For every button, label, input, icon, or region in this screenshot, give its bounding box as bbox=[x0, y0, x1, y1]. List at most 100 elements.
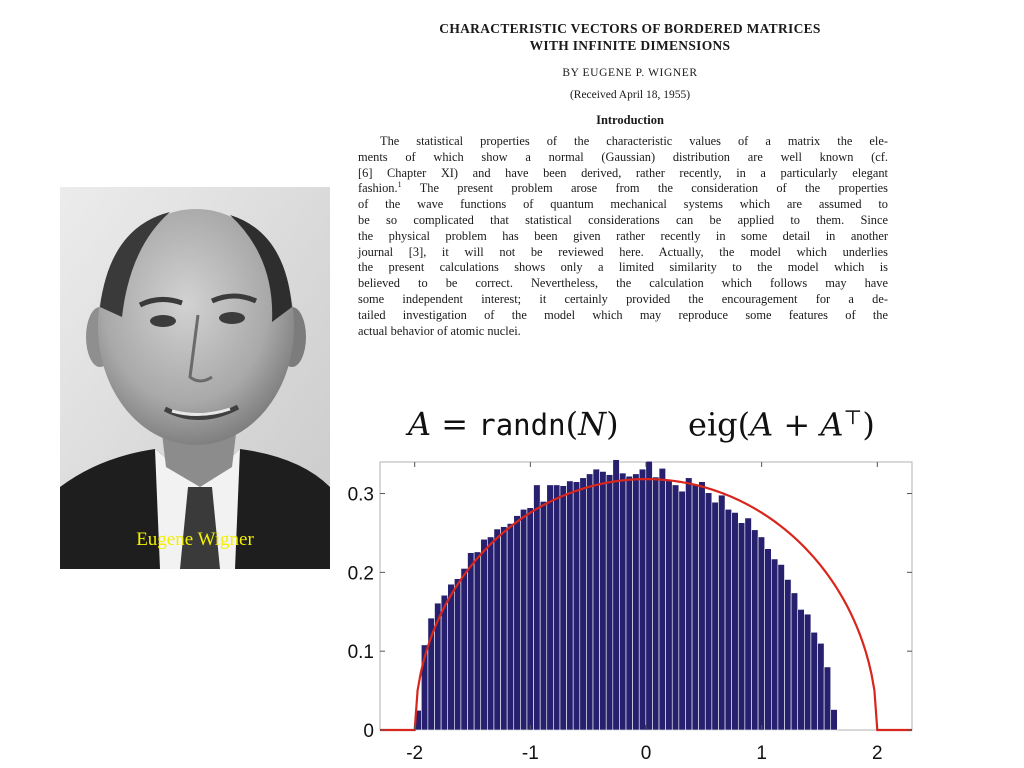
formula-symbol: A bbox=[408, 405, 432, 443]
x-tick-label: 2 bbox=[872, 743, 883, 764]
paper-title-line2: WITH INFINITE DIMENSIONS bbox=[529, 38, 731, 53]
formula-operator: = bbox=[431, 405, 479, 443]
histogram-bars bbox=[414, 459, 838, 731]
formula-symbol: N bbox=[578, 405, 607, 443]
histogram-bar bbox=[658, 468, 666, 731]
histogram-bar bbox=[480, 538, 488, 731]
semicircle-curve bbox=[380, 478, 912, 732]
formula-randn: A = randn(N) bbox=[408, 405, 619, 443]
x-tick-label: -2 bbox=[406, 743, 423, 764]
portrait-illustration bbox=[60, 187, 330, 569]
portrait-caption: Eugene Wigner bbox=[136, 529, 254, 550]
histogram-bar bbox=[823, 666, 832, 731]
paper-byline: BY EUGENE P. WIGNER bbox=[562, 67, 698, 79]
y-tick-label: 0.3 bbox=[348, 485, 374, 506]
paragraph-line: journal [3], it will not be reviewed her… bbox=[358, 244, 888, 259]
histogram-bar bbox=[704, 492, 713, 731]
histogram-bar bbox=[751, 529, 759, 731]
histogram-bar bbox=[678, 490, 686, 731]
histogram-bar bbox=[638, 468, 647, 731]
histogram-bar bbox=[691, 483, 699, 731]
paragraph-fragment: The present problem arose from the consi… bbox=[419, 181, 889, 196]
histogram-bar bbox=[804, 613, 812, 731]
paragraph-line: The statistical properties of the charac… bbox=[380, 134, 888, 148]
formula-paren: ) bbox=[862, 405, 875, 444]
histogram-bar bbox=[612, 459, 620, 731]
section-heading: Introduction bbox=[596, 113, 664, 127]
histogram-bar bbox=[757, 536, 765, 731]
histogram-bar bbox=[592, 468, 600, 731]
x-tick-label: 1 bbox=[756, 743, 767, 764]
histogram-bar bbox=[467, 552, 475, 731]
introduction-paragraph: The statistical properties of the charac… bbox=[358, 134, 888, 339]
formula-operator: + bbox=[773, 405, 821, 444]
histogram-bar bbox=[566, 480, 574, 731]
formula-symbol: A bbox=[750, 405, 774, 444]
paragraph-fragment: fashion. bbox=[358, 181, 398, 196]
x-tick-label: -1 bbox=[522, 743, 539, 764]
formula-function: eig bbox=[688, 405, 738, 444]
histogram-bar bbox=[797, 609, 805, 731]
histogram-bar bbox=[770, 558, 779, 731]
histogram-bar bbox=[817, 642, 825, 731]
histogram-bar bbox=[454, 578, 462, 731]
histogram-bar bbox=[506, 523, 515, 731]
histogram-bar bbox=[493, 528, 501, 731]
histogram-bar bbox=[810, 631, 818, 731]
histogram-bar bbox=[447, 583, 455, 731]
portrait-photo: Eugene Wigner bbox=[60, 187, 330, 569]
histogram-bar bbox=[520, 508, 528, 731]
histogram-bar bbox=[487, 536, 495, 731]
formula-paren: ) bbox=[606, 405, 619, 443]
y-tick-label: 0.2 bbox=[348, 563, 374, 584]
histogram-bar bbox=[619, 472, 627, 731]
paragraph-line: the present calculations shows only a li… bbox=[358, 260, 888, 275]
paragraph-line: some independent interest; it certainly … bbox=[358, 291, 888, 306]
histogram-bar bbox=[500, 526, 508, 731]
histogram-bar bbox=[737, 522, 746, 731]
histogram-bar bbox=[698, 481, 706, 731]
histogram-bar bbox=[652, 476, 660, 731]
histogram-bar bbox=[460, 568, 468, 731]
histogram-bar bbox=[539, 501, 548, 731]
histogram-bar bbox=[790, 592, 799, 731]
histogram-bar bbox=[764, 548, 772, 731]
histogram-bar bbox=[605, 474, 614, 731]
histogram-bar bbox=[572, 481, 581, 731]
paragraph-line: [6] Chapter XI) and have been derived, r… bbox=[358, 165, 888, 180]
histogram-bar bbox=[579, 477, 587, 731]
formula-paren: ( bbox=[737, 405, 751, 444]
paragraph-line: believed to be correct. Nevertheless, th… bbox=[358, 276, 888, 291]
histogram-bar bbox=[744, 517, 752, 731]
histogram-bar bbox=[473, 551, 482, 731]
histogram-bar bbox=[830, 709, 838, 731]
paragraph-line: the physical problem has been given rath… bbox=[358, 228, 888, 243]
histogram-bar bbox=[718, 494, 726, 731]
formula-transpose: ⊤ bbox=[843, 405, 863, 429]
x-tick-label: 0 bbox=[641, 743, 652, 764]
paragraph-line: actual behavior of atomic nuclei. bbox=[358, 323, 521, 338]
formula-symbol: A bbox=[820, 405, 844, 444]
footnote-marker: 1 bbox=[397, 180, 402, 190]
paragraph-line: be so complicated that statistical consi… bbox=[358, 212, 888, 227]
histogram-bar bbox=[731, 512, 739, 731]
histogram-bar bbox=[724, 508, 732, 731]
paragraph-line: tailed investigation of the model which … bbox=[358, 307, 888, 322]
formula-paren: ( bbox=[565, 405, 579, 443]
y-tick-label: 0.1 bbox=[348, 642, 374, 663]
histogram-bar bbox=[599, 471, 607, 731]
histogram-bar bbox=[671, 484, 680, 731]
histogram-bar bbox=[546, 484, 554, 731]
histogram-bar bbox=[711, 501, 719, 731]
histogram-bar bbox=[632, 473, 640, 731]
formula-eig: eig(A + A⊤) bbox=[688, 405, 875, 444]
paragraph-line-with-footnote: fashion.1 The present problem arose from… bbox=[358, 181, 888, 197]
histogram-bar bbox=[645, 460, 653, 731]
histogram-bar bbox=[533, 484, 541, 731]
y-tick-label: 0 bbox=[363, 721, 374, 742]
histogram-bar bbox=[777, 564, 785, 731]
histogram-bar bbox=[784, 579, 792, 731]
paragraph-line: ments of which show a normal (Gaussian) … bbox=[358, 149, 888, 164]
paper-title-line1: CHARACTERISTIC VECTORS OF BORDERED MATRI… bbox=[439, 21, 821, 36]
formula-function: randn bbox=[478, 408, 566, 442]
